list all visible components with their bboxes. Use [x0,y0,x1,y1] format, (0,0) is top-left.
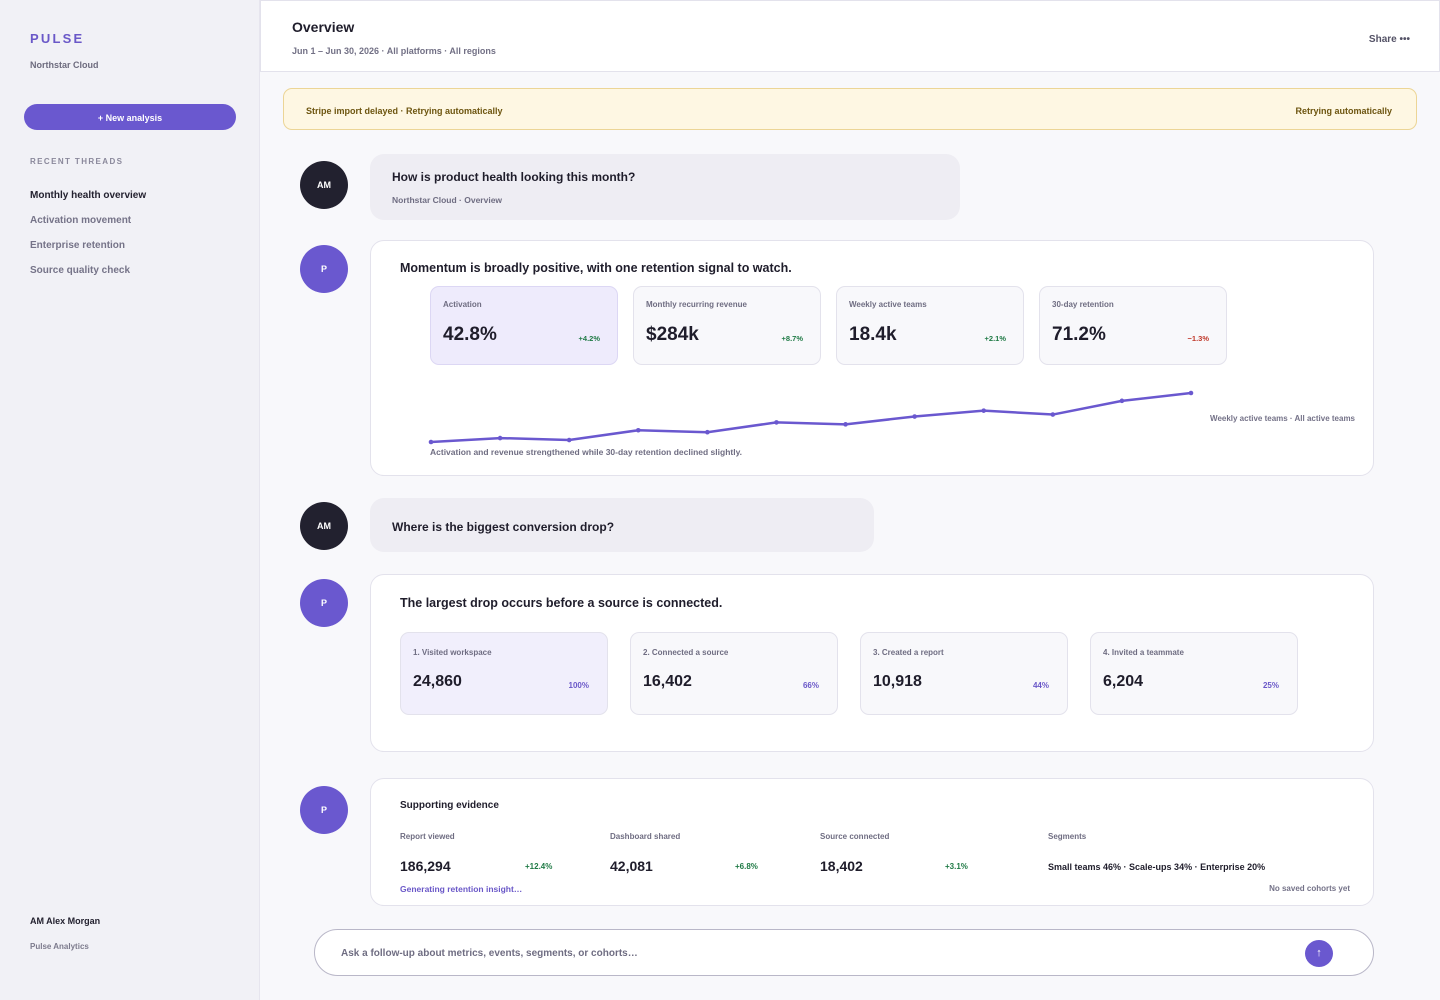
funnel-step-connected-source[interactable]: 2. Connected a source 16,402 66% [630,632,838,715]
trend-point [774,420,779,425]
page-header: Overview Jun 1 – Jun 30, 2026 · All plat… [260,0,1440,72]
chart-legend: Weekly active teams · All active teams [1210,414,1355,423]
kpi-label: Weekly active teams [849,300,927,309]
funnel-step-label: 4. Invited a teammate [1103,648,1184,657]
generating-insight-status: Generating retention insight… [400,884,523,894]
page-filters: Jun 1 – Jun 30, 2026 · All platforms · A… [292,46,496,56]
trend-point [705,429,710,435]
funnel-step-label: 3. Created a report [873,648,944,657]
evidence-metric-delta: +3.1% [945,862,968,871]
follow-up-input[interactable] [341,943,1281,963]
user-message: How is product health looking this month… [370,154,960,220]
assistant-avatar: P [300,579,348,627]
evidence-metric-label: Source connected [820,832,890,841]
send-button[interactable]: ↑ [1305,940,1333,967]
trend-point [912,414,917,419]
new-analysis-button[interactable]: + New analysis [24,104,236,130]
trend-point [1119,398,1125,404]
evidence-title: Supporting evidence [400,800,499,811]
import-warning-banner: Stripe import delayed · Retrying automat… [283,88,1417,130]
assistant-answer-card: Momentum is broadly positive, with one r… [370,240,1374,476]
evidence-metric-label: Dashboard shared [610,832,681,841]
funnel-step-created-report[interactable]: 3. Created a report 10,918 44% [860,632,1068,715]
kpi-card-activation[interactable]: Activation 42.8% +4.2% [430,286,618,365]
funnel-step-value: 6,204 [1103,673,1144,690]
kpi-value: 18.4k [849,324,897,345]
recent-threads-heading: RECENT THREADS [30,157,124,166]
trend-point [1188,390,1194,396]
segments-label: Segments [1048,832,1087,841]
thread-activation-movement[interactable]: Activation movement [30,215,132,226]
weekly-active-teams-chart [428,390,1194,445]
trend-point [981,408,987,413]
funnel-step-visited-workspace[interactable]: 1. Visited workspace 24,860 100% [400,632,608,715]
funnel-step-invited-teammate[interactable]: 4. Invited a teammate 6,204 25% [1090,632,1298,715]
org-name: Northstar Cloud [30,60,99,70]
user-question: How is product health looking this month… [392,170,636,184]
supporting-evidence-card: Supporting evidence Report viewed 186,29… [370,778,1374,906]
segments-breakdown: Small teams 46% · Scale-ups 34% · Enterp… [1048,862,1266,872]
trend-point [497,435,503,441]
user-question: Where is the biggest conversion drop? [392,520,615,534]
kpi-card-retention[interactable]: 30-day retention 71.2% −1.3% [1039,286,1227,365]
evidence-metric-value: 18,402 [820,858,863,874]
kpi-card-weekly-active-teams[interactable]: Weekly active teams 18.4k +2.1% [836,286,1024,365]
trend-point [428,439,434,445]
evidence-metric-delta: +6.8% [735,862,758,871]
trend-point [843,422,848,427]
kpi-label: 30-day retention [1052,300,1114,309]
thread-enterprise-retention[interactable]: Enterprise retention [30,240,126,251]
banner-status: Retrying automatically [1295,106,1392,116]
assistant-answer-card: The largest drop occurs before a source … [370,574,1374,752]
kpi-value: $284k [646,324,699,345]
user-avatar: AM [300,502,348,550]
thread-monthly-health-overview[interactable]: Monthly health overview [30,190,147,201]
kpi-card-mrr[interactable]: Monthly recurring revenue $284k +8.7% [633,286,821,365]
page-title: Overview [292,19,355,35]
funnel-step-label: 1. Visited workspace [413,648,492,657]
answer-headline: The largest drop occurs before a source … [400,596,723,610]
kpi-delta: +4.2% [578,334,600,343]
funnel-step-percent: 66% [802,681,819,690]
assistant-avatar: P [300,245,348,293]
user-team: Pulse Analytics [30,942,89,951]
question-context: Northstar Cloud · Overview [392,195,503,205]
evidence-metric-label: Report viewed [400,832,455,841]
kpi-delta: −1.3% [1187,334,1209,343]
kpi-value: 71.2% [1052,324,1106,345]
follow-up-composer: ↑ [314,929,1374,976]
funnel-step-percent: 44% [1032,681,1049,690]
share-button[interactable]: Share ••• [1368,34,1410,45]
brand-logo: PULSE [30,31,85,46]
kpi-label: Activation [443,300,482,309]
trend-point [566,437,572,443]
funnel-step-label: 2. Connected a source [643,648,729,657]
kpi-delta: +2.1% [984,334,1006,343]
evidence-metric-value: 186,294 [400,858,451,874]
kpi-delta: +8.7% [781,334,803,343]
answer-headline: Momentum is broadly positive, with one r… [400,261,792,275]
funnel-step-value: 24,860 [413,673,462,690]
chart-caption: Activation and revenue strengthened whil… [430,447,743,457]
sidebar: PULSE Northstar Cloud + New analysis REC… [0,0,260,1000]
no-cohorts-note: No saved cohorts yet [1269,884,1350,893]
trend-line [430,391,1192,444]
user-avatar: AM [300,161,348,209]
trend-point [1050,412,1056,417]
funnel-step-percent: 100% [568,681,589,690]
kpi-label: Monthly recurring revenue [646,300,747,309]
assistant-avatar: P [300,786,348,834]
evidence-metric-value: 42,081 [610,858,653,874]
thread-source-quality-check[interactable]: Source quality check [30,265,131,276]
funnel-step-value: 16,402 [643,673,692,690]
user-message: Where is the biggest conversion drop? [370,498,874,552]
user-name[interactable]: AM Alex Morgan [30,916,101,926]
funnel-step-value: 10,918 [873,673,922,690]
evidence-metric-delta: +12.4% [525,862,553,871]
funnel-step-percent: 25% [1262,681,1279,690]
banner-message: Stripe import delayed · Retrying automat… [306,106,503,116]
kpi-value: 42.8% [443,324,497,345]
trend-point [635,427,641,433]
